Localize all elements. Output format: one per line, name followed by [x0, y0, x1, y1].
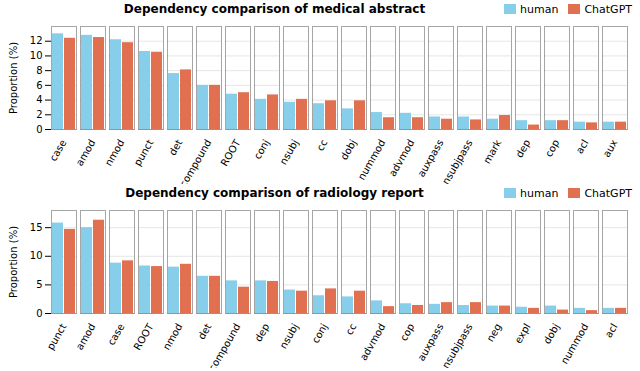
- svg-text:12: 12: [30, 35, 43, 46]
- html-text:ChatGPT: ChatGPT: [584, 186, 632, 200]
- svg-text:nsubjpass: nsubjpass: [440, 138, 474, 184]
- svg-text:nsubjpass: nsubjpass: [440, 322, 474, 368]
- svg-text:advmod: advmod: [358, 322, 388, 363]
- svg-text:dep: dep: [514, 138, 533, 160]
- svg-text:auxpass: auxpass: [415, 322, 445, 363]
- svg-text:nummod: nummod: [559, 322, 591, 366]
- svg-text:nsubj: nsubj: [277, 322, 300, 351]
- svg-text:mark: mark: [481, 137, 504, 165]
- svg-text:punct: punct: [132, 138, 156, 168]
- svg-text:4: 4: [36, 94, 42, 105]
- svg-text:amod: amod: [74, 138, 98, 168]
- html-text:Dependency comparison of medic: Dependency comparison of medical abstrac…: [123, 2, 426, 16]
- svg-text:dobj: dobj: [338, 138, 358, 162]
- svg-text:ROOT: ROOT: [219, 137, 243, 168]
- svg-text:dep: dep: [253, 322, 272, 344]
- svg-text:case: case: [47, 138, 68, 163]
- svg-text:6: 6: [36, 80, 42, 91]
- html-text:ChatGPT: ChatGPT: [584, 2, 632, 16]
- svg-text:case: case: [105, 322, 126, 347]
- svg-text:expl: expl: [512, 322, 532, 346]
- svg-text:neg: neg: [485, 322, 504, 344]
- svg-text:0: 0: [36, 308, 42, 319]
- html-text:Dependency comparison of radio: Dependency comparison of radiology repor…: [125, 186, 424, 200]
- svg-text:10: 10: [30, 50, 43, 61]
- svg-text:conj: conj: [310, 322, 330, 345]
- svg-text:auxpass: auxpass: [415, 138, 445, 179]
- svg-text:det: det: [167, 138, 185, 158]
- svg-text:cc: cc: [314, 138, 329, 153]
- svg-text:conj: conj: [252, 138, 272, 161]
- svg-text:ROOT: ROOT: [132, 321, 156, 352]
- svg-text:nsubj: nsubj: [277, 138, 300, 167]
- svg-text:10: 10: [30, 250, 43, 261]
- svg-text:acl: acl: [603, 322, 620, 340]
- svg-text:0: 0: [36, 124, 42, 135]
- svg-text:cop: cop: [543, 138, 562, 159]
- svg-text:nmod: nmod: [161, 322, 185, 352]
- svg-text:acl: acl: [574, 138, 591, 156]
- html-text:human: human: [520, 2, 559, 16]
- svg-text:aux: aux: [601, 138, 620, 159]
- svg-text:8: 8: [36, 65, 42, 76]
- svg-text:2: 2: [36, 109, 42, 120]
- svg-text:compound: compound: [178, 138, 214, 184]
- svg-text:dobj: dobj: [541, 322, 561, 346]
- svg-text:Proportion (%): Proportion (%): [8, 226, 19, 298]
- svg-text:compound: compound: [207, 322, 243, 368]
- svg-text:det: det: [196, 322, 214, 342]
- svg-text:amod: amod: [74, 322, 98, 352]
- svg-text:5: 5: [36, 279, 42, 290]
- svg-text:cop: cop: [398, 322, 417, 343]
- svg-text:15: 15: [30, 222, 43, 233]
- svg-text:advmod: advmod: [387, 138, 417, 179]
- svg-text:punct: punct: [45, 322, 69, 352]
- svg-text:nummod: nummod: [356, 138, 388, 182]
- svg-text:cc: cc: [343, 322, 358, 337]
- svg-text:Proportion (%): Proportion (%): [8, 42, 19, 114]
- html-text:human: human: [520, 186, 559, 200]
- svg-text:nmod: nmod: [103, 138, 127, 168]
